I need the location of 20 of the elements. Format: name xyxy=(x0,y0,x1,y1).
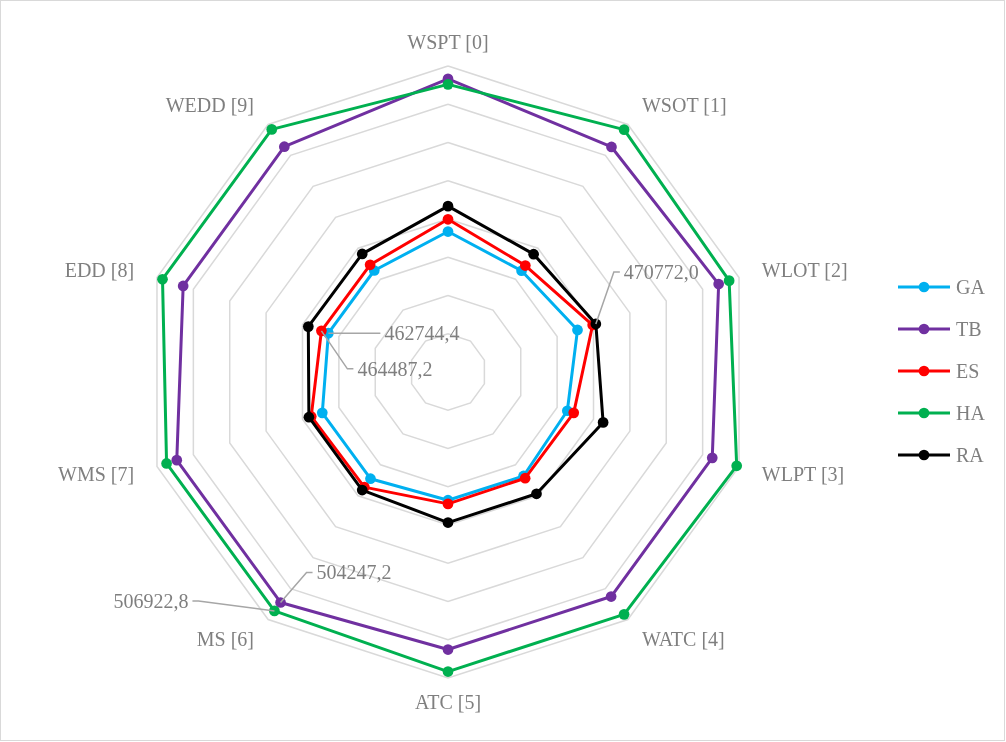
text: 464487,2 xyxy=(357,357,433,380)
spoke-label: WSPT [0] xyxy=(407,31,489,53)
spoke-label: EDD [8] xyxy=(64,259,135,282)
spoke-label: MS [6] xyxy=(196,627,255,650)
text: 470772,0 xyxy=(623,260,699,283)
spoke-label: WMS [7] xyxy=(58,462,135,485)
legend-label: TB xyxy=(956,318,982,340)
text: 504247,2 xyxy=(316,561,392,584)
spoke-label: WLPT [3] xyxy=(761,462,845,485)
spoke-label: WATC [4] xyxy=(641,627,725,650)
text: 462744,4 xyxy=(384,322,460,345)
spoke-label: ATC [5] xyxy=(414,691,482,713)
spoke-label: WEDD [9] xyxy=(165,94,255,117)
text: 506922,8 xyxy=(113,589,189,612)
legend-label: GA xyxy=(956,276,986,298)
legend-label: RA xyxy=(956,444,985,466)
legend-label: ES xyxy=(956,360,980,382)
spoke-label: WLOT [2] xyxy=(761,259,848,282)
legend-label: HA xyxy=(956,402,986,424)
spoke-label: WSOT [1] xyxy=(641,94,727,117)
